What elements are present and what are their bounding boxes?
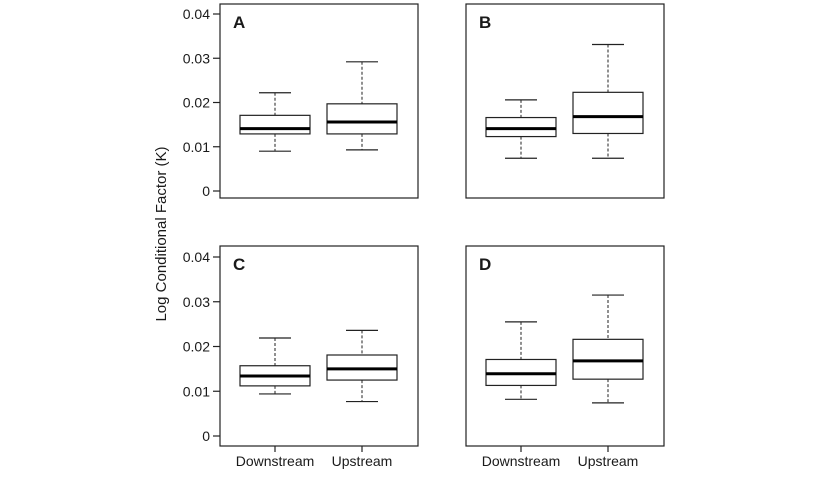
- iqr-box: [485, 116, 557, 138]
- panel-frame: [465, 245, 665, 447]
- x-category-label: Downstream: [482, 453, 561, 469]
- box-upstream: [572, 43, 644, 159]
- y-tick-label: 0.01: [183, 139, 210, 155]
- box-downstream: [485, 99, 557, 159]
- panel-c: C 0 0.01 0.02 0.03 0.04 Downstream Upstream: [183, 245, 419, 469]
- box-upstream: [326, 329, 398, 403]
- y-tick-label: 0: [202, 183, 210, 199]
- panel-a: A 0 0.01 0.02 0.03 0.04: [183, 3, 419, 199]
- iqr-box: [239, 114, 311, 135]
- iqr-box: [572, 91, 644, 135]
- panel-d: D Downstream Upstream: [465, 245, 665, 469]
- y-tick-label: 0.04: [183, 6, 210, 22]
- panel-label: C: [233, 255, 245, 274]
- box-downstream: [485, 321, 557, 400]
- box-upstream: [326, 61, 398, 151]
- x-category-label: Upstream: [332, 453, 393, 469]
- box-downstream: [239, 337, 311, 395]
- panels-layer: A 0 0.01 0.02 0.03 0.04 B C 0 0.01 0.02 0.03 0.04 Dow…: [183, 3, 665, 469]
- x-category-label: Downstream: [236, 453, 315, 469]
- y-tick-label: 0.04: [183, 249, 210, 265]
- panel-frame: [219, 3, 419, 199]
- iqr-box: [572, 338, 644, 380]
- panel-label: B: [479, 13, 491, 32]
- y-tick-label: 0.03: [183, 294, 210, 310]
- panel-b: B: [465, 3, 665, 199]
- panel-frame: [219, 245, 419, 447]
- panel-frame: [465, 3, 665, 199]
- x-category-label: Upstream: [578, 453, 639, 469]
- y-tick-label: 0: [202, 428, 210, 444]
- y-axis-label: Log Conditional Factor (K): [153, 146, 170, 321]
- y-tick-label: 0.03: [183, 50, 210, 66]
- y-tick-label: 0.02: [183, 339, 210, 355]
- panel-label: D: [479, 255, 491, 274]
- iqr-box: [326, 103, 398, 135]
- y-tick-label: 0.02: [183, 95, 210, 111]
- box-downstream: [239, 92, 311, 152]
- y-tick-label: 0.01: [183, 383, 210, 399]
- panel-label: A: [233, 13, 245, 32]
- box-upstream: [572, 294, 644, 404]
